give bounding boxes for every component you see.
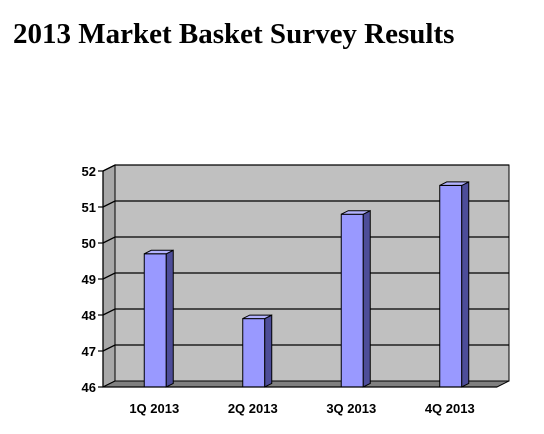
bars: [143, 181, 470, 388]
gridline: [102, 272, 509, 280]
bar: [242, 314, 273, 388]
x-axis-ticks: 1Q 2013 2Q 2013 3Q 2013 4Q 2013: [103, 386, 497, 416]
x-tick-label: 2Q 2013: [228, 401, 278, 416]
y-tick-label: 46: [82, 380, 96, 395]
x-tick-label: 3Q 2013: [326, 401, 376, 416]
gridline: [102, 164, 509, 172]
y-tick-label: 48: [82, 308, 96, 323]
bar-side: [461, 181, 470, 388]
bar-side: [362, 209, 371, 388]
bar-front: [242, 318, 266, 388]
x-tick-label: 4Q 2013: [425, 401, 475, 416]
bar: [340, 209, 371, 388]
x-tick-label: 1Q 2013: [129, 401, 179, 416]
page-title: 2013 Market Basket Survey Results: [13, 18, 455, 50]
gridlines: [102, 164, 509, 352]
y-tick-label: 49: [82, 272, 96, 287]
bar-top: [439, 181, 469, 186]
bar-top: [242, 314, 272, 320]
bar-front: [439, 184, 463, 388]
gridline: [102, 308, 509, 316]
y-tick-label: 47: [82, 344, 96, 359]
y-tick-label: 50: [82, 236, 96, 251]
gridline: [102, 200, 509, 208]
bar-front: [340, 213, 364, 388]
y-tick-label: 52: [82, 164, 96, 179]
gridline: [102, 344, 509, 352]
y-tick-label: 51: [82, 200, 96, 215]
bar-side: [165, 249, 174, 388]
bar-front: [143, 253, 167, 388]
bar-top: [144, 249, 174, 255]
gridline: [102, 236, 509, 244]
bar: [439, 181, 470, 388]
y-axis-ticks: 46 47 48 49 50 51 52: [82, 164, 104, 395]
bar: [143, 249, 174, 388]
bar-side: [264, 314, 273, 388]
bar-top: [341, 210, 371, 215]
